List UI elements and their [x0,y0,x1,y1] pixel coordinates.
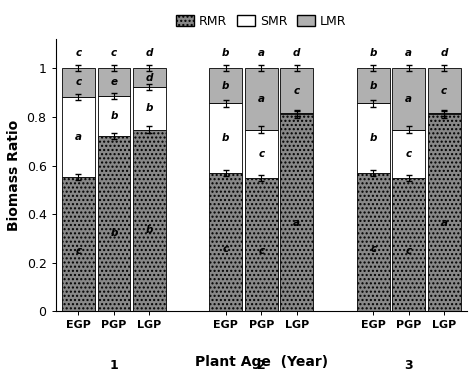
Text: b: b [370,49,377,59]
Text: 3: 3 [404,359,413,372]
Bar [133,87,166,129]
Bar [357,68,390,103]
Bar [62,97,95,177]
Text: d: d [293,49,301,59]
Text: a: a [405,94,412,104]
Text: a: a [258,49,265,59]
Text: c: c [294,86,300,96]
Bar [62,68,95,97]
Legend: RMR, SMR, LMR: RMR, SMR, LMR [172,10,351,33]
Text: b: b [370,133,377,143]
Text: a: a [405,49,412,59]
Text: b: b [222,49,229,59]
Text: c: c [75,246,82,256]
Bar [98,136,130,311]
Text: b: b [370,81,377,91]
Bar [281,113,313,115]
Text: b: b [110,111,118,121]
Bar [392,68,425,129]
Bar [392,178,425,311]
Text: b: b [222,133,229,143]
Text: c: c [75,77,82,87]
Bar [357,103,390,173]
Text: c: c [258,247,264,257]
Bar [245,68,278,129]
Text: d: d [146,49,153,59]
Bar [98,96,130,136]
Text: c: c [75,49,82,59]
Text: a: a [75,132,82,142]
X-axis label: Plant Age  (Year): Plant Age (Year) [195,355,328,370]
Text: a: a [293,218,300,228]
Bar [428,113,461,115]
Text: b: b [146,224,153,234]
Bar [281,68,313,113]
Text: c: c [406,149,412,159]
Bar [245,178,278,311]
Bar [98,68,130,96]
Text: a: a [258,94,265,104]
Y-axis label: Biomass Ratio: Biomass Ratio [7,119,21,231]
Bar [133,68,166,87]
Text: d: d [146,73,153,83]
Text: b: b [222,81,229,91]
Text: 2: 2 [257,359,265,372]
Text: c: c [441,86,447,96]
Text: c: c [258,149,264,159]
Text: b: b [110,228,118,237]
Text: d: d [440,49,448,59]
Text: c: c [370,244,376,254]
Bar [428,68,461,113]
Text: e: e [110,77,118,87]
Text: c: c [406,247,412,257]
Text: c: c [223,244,229,254]
Text: c: c [111,49,117,59]
Bar [392,129,425,178]
Bar [357,173,390,311]
Bar [428,115,461,311]
Text: a: a [441,218,447,228]
Bar [245,129,278,178]
Bar [62,177,95,311]
Text: 1: 1 [109,359,118,372]
Bar [210,103,242,173]
Bar [133,129,166,311]
Text: b: b [146,103,153,113]
Bar [281,115,313,311]
Bar [210,173,242,311]
Bar [210,68,242,103]
